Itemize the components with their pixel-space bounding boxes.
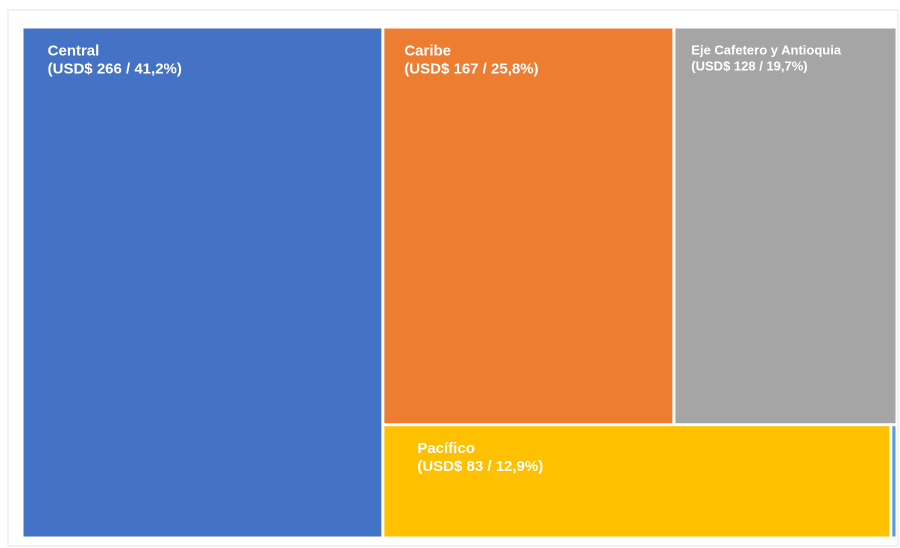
tile-label: Central: [48, 42, 100, 59]
tile: [384, 28, 673, 424]
value-label: (USD$ 167 / 25,8%): [404, 60, 538, 77]
tile: [892, 426, 896, 537]
tile: [23, 28, 382, 537]
chart-border: [7, 9, 899, 547]
tile: [384, 426, 890, 537]
tile-label: Pacífico: [417, 440, 475, 457]
value-label: (USD$ 266 / 41,2%): [48, 60, 182, 77]
value-label: (USD$ 83 / 12,9%): [417, 458, 543, 475]
tile-label: Eje Cafetero y Antioquia: [691, 43, 842, 58]
value-label: (USD$ 128 / 19,7%): [691, 59, 807, 74]
tile: [675, 28, 896, 424]
tile-label: Caribe: [404, 42, 451, 59]
